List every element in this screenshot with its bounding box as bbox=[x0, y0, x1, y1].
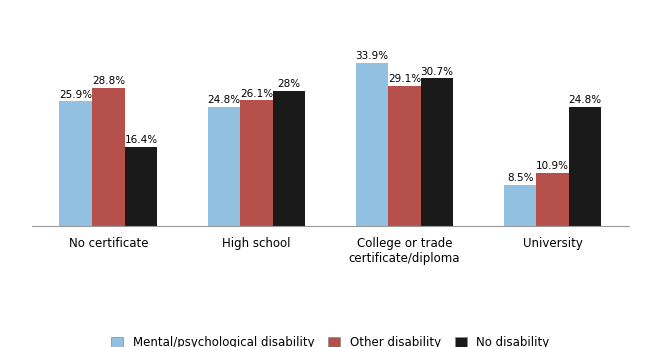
Bar bbox=[503, 185, 537, 226]
Bar bbox=[421, 78, 454, 226]
Bar bbox=[537, 173, 569, 226]
Bar bbox=[124, 147, 157, 226]
Text: 16.4%: 16.4% bbox=[124, 135, 157, 145]
Bar bbox=[388, 86, 421, 226]
Legend: Mental/psychological disability, Other disability, No disability: Mental/psychological disability, Other d… bbox=[111, 336, 550, 347]
Text: 28.8%: 28.8% bbox=[92, 76, 125, 86]
Text: 26.1%: 26.1% bbox=[240, 88, 273, 99]
Bar bbox=[207, 107, 240, 226]
Bar bbox=[569, 107, 601, 226]
Text: 24.8%: 24.8% bbox=[568, 95, 602, 105]
Text: 33.9%: 33.9% bbox=[355, 51, 389, 61]
Text: 10.9%: 10.9% bbox=[536, 161, 569, 171]
Bar bbox=[273, 91, 305, 226]
Text: 24.8%: 24.8% bbox=[207, 95, 240, 105]
Text: 28%: 28% bbox=[277, 79, 301, 90]
Bar bbox=[356, 63, 388, 226]
Text: 25.9%: 25.9% bbox=[59, 90, 93, 100]
Text: 29.1%: 29.1% bbox=[388, 74, 421, 84]
Bar bbox=[92, 87, 124, 226]
Text: 8.5%: 8.5% bbox=[507, 173, 533, 183]
Bar bbox=[60, 101, 92, 226]
Bar bbox=[240, 101, 273, 226]
Text: 30.7%: 30.7% bbox=[421, 67, 454, 77]
